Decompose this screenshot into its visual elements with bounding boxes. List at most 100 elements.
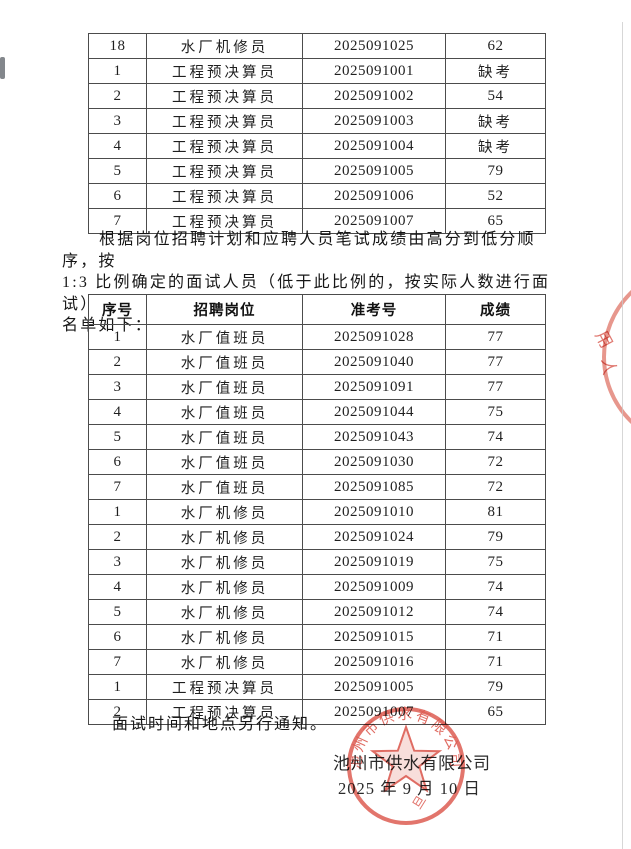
cell-seq: 3 bbox=[88, 374, 147, 400]
cell-ticket-number: 2025091024 bbox=[302, 524, 446, 550]
cell-seq: 2 bbox=[88, 699, 147, 725]
cell-seq: 7 bbox=[88, 208, 147, 234]
table-row: 3 工程预决算员 2025091003 缺考 bbox=[88, 108, 546, 134]
table-row: 5 工程预决算员 2025091005 79 bbox=[88, 158, 546, 184]
cell-score: 52 bbox=[445, 183, 546, 209]
footer-note: 面试时间和地点另行通知。 bbox=[112, 716, 329, 733]
cell-score: 74 bbox=[445, 599, 546, 625]
cell-score: 72 bbox=[445, 449, 546, 475]
table-row: 5 水厂值班员 2025091043 74 bbox=[88, 424, 546, 450]
cell-seq: 4 bbox=[88, 399, 147, 425]
intro-line-1: 根据岗位招聘计划和应聘人员笔试成绩由高分到低分顺序，按 bbox=[62, 231, 536, 270]
table-row: 7 工程预决算员 2025091007 65 bbox=[88, 208, 546, 234]
cell-position: 水厂机修员 bbox=[146, 649, 303, 675]
cell-score: 54 bbox=[445, 83, 546, 109]
cell-ticket-number: 2025091006 bbox=[302, 183, 446, 209]
table-header-row: 序号 招聘岗位 准考号 成绩 bbox=[88, 294, 546, 325]
cell-seq: 5 bbox=[88, 424, 147, 450]
cell-seq: 7 bbox=[88, 474, 147, 500]
table-row: 1 工程预决算员 2025091005 79 bbox=[88, 674, 546, 700]
cell-ticket-number: 2025091016 bbox=[302, 649, 446, 675]
table-row: 7 水厂值班员 2025091085 72 bbox=[88, 474, 546, 500]
cell-position: 工程预决算员 bbox=[146, 699, 303, 725]
cell-score: 72 bbox=[445, 474, 546, 500]
cell-ticket-number: 2025091002 bbox=[302, 83, 446, 109]
cell-ticket-number: 2025091019 bbox=[302, 549, 446, 575]
cell-position: 水厂机修员 bbox=[146, 599, 303, 625]
cell-seq: 5 bbox=[88, 599, 147, 625]
table-row: 6 水厂值班员 2025091030 72 bbox=[88, 449, 546, 475]
cell-score: 77 bbox=[445, 349, 546, 375]
table-row: 3 水厂机修员 2025091019 75 bbox=[88, 549, 546, 575]
table-row: 2 水厂机修员 2025091024 79 bbox=[88, 524, 546, 550]
table-row: 1 工程预决算员 2025091001 缺考 bbox=[88, 58, 546, 84]
table-row: 2 水厂值班员 2025091040 77 bbox=[88, 349, 546, 375]
cell-position: 水厂值班员 bbox=[146, 474, 303, 500]
cell-seq: 4 bbox=[88, 133, 147, 159]
cell-ticket-number: 2025091010 bbox=[302, 499, 446, 525]
cell-score: 缺考 bbox=[445, 108, 546, 134]
cell-score: 79 bbox=[445, 524, 546, 550]
scan-smudge-artifact bbox=[0, 57, 5, 79]
cell-position: 水厂值班员 bbox=[146, 374, 303, 400]
cell-seq: 6 bbox=[88, 624, 147, 650]
cell-seq: 18 bbox=[88, 33, 147, 59]
seal-star-icon bbox=[369, 723, 443, 793]
cell-ticket-number: 2025091003 bbox=[302, 108, 446, 134]
cell-ticket-number: 2025091004 bbox=[302, 133, 446, 159]
interview-candidates-table: 序号 招聘岗位 准考号 成绩 1 水厂值班员 2025091028 77 2 水厂值班员 2… bbox=[88, 294, 546, 725]
cell-seq: 2 bbox=[88, 349, 147, 375]
cell-score: 62 bbox=[445, 33, 546, 59]
cell-position: 水厂值班员 bbox=[146, 349, 303, 375]
cell-position: 水厂机修员 bbox=[146, 574, 303, 600]
cell-score: 81 bbox=[445, 499, 546, 525]
header-position: 招聘岗位 bbox=[146, 294, 303, 325]
cell-score: 74 bbox=[445, 574, 546, 600]
seal-ring bbox=[347, 707, 465, 825]
cell-seq: 1 bbox=[88, 499, 147, 525]
cell-ticket-number: 2025091040 bbox=[302, 349, 446, 375]
cell-position: 水厂值班员 bbox=[146, 449, 303, 475]
cell-ticket-number: 2025091030 bbox=[302, 449, 446, 475]
cell-ticket-number: 2025091091 bbox=[302, 374, 446, 400]
cell-score: 75 bbox=[445, 399, 546, 425]
cell-position: 工程预决算员 bbox=[146, 83, 303, 109]
signature-date: 2025 年 9 月 10 日 bbox=[338, 779, 481, 798]
cell-seq: 3 bbox=[88, 549, 147, 575]
cell-position: 工程预决算员 bbox=[146, 674, 303, 700]
cell-score: 79 bbox=[445, 158, 546, 184]
table-row: 7 水厂机修员 2025091016 71 bbox=[88, 649, 546, 675]
cell-position: 水厂值班员 bbox=[146, 424, 303, 450]
written-scores-table-continued: 18 水厂机修员 2025091025 62 1 工程预决算员 2025091001 缺考 2 工… bbox=[88, 33, 546, 234]
table-row: 5 水厂机修员 2025091012 74 bbox=[88, 599, 546, 625]
cell-seq: 4 bbox=[88, 574, 147, 600]
cell-ticket-number: 2025091028 bbox=[302, 324, 446, 350]
cell-seq: 6 bbox=[88, 449, 147, 475]
company-seal-stamp: 池州市供水有限公司 旦 bbox=[347, 706, 465, 825]
cell-ticket-number: 2025091005 bbox=[302, 158, 446, 184]
cell-ticket-number: 2025091005 bbox=[302, 674, 446, 700]
cell-score: 65 bbox=[445, 699, 546, 725]
cell-score: 77 bbox=[445, 374, 546, 400]
cell-position: 水厂值班员 bbox=[146, 399, 303, 425]
cell-score: 77 bbox=[445, 324, 546, 350]
cell-position: 工程预决算员 bbox=[146, 183, 303, 209]
cell-position: 水厂机修员 bbox=[146, 549, 303, 575]
cell-position: 工程预决算员 bbox=[146, 158, 303, 184]
cell-score: 71 bbox=[445, 649, 546, 675]
header-ticket-number: 准考号 bbox=[302, 294, 446, 325]
table-row: 1 水厂机修员 2025091010 81 bbox=[88, 499, 546, 525]
cell-ticket-number: 2025091015 bbox=[302, 624, 446, 650]
table-row: 18 水厂机修员 2025091025 62 bbox=[88, 33, 546, 59]
table-row: 3 水厂值班员 2025091091 77 bbox=[88, 374, 546, 400]
cell-seq: 1 bbox=[88, 674, 147, 700]
cell-seq: 1 bbox=[88, 324, 147, 350]
intro-line-2: 1:3 比例确定的面试人员（低于此比例的，按实际人数进行面试） bbox=[62, 274, 551, 313]
table-row: 4 工程预决算员 2025091004 缺考 bbox=[88, 133, 546, 159]
cell-position: 水厂值班员 bbox=[146, 324, 303, 350]
cell-seq: 7 bbox=[88, 649, 147, 675]
header-seq: 序号 bbox=[88, 294, 147, 325]
cell-position: 水厂机修员 bbox=[146, 499, 303, 525]
cell-seq: 5 bbox=[88, 158, 147, 184]
cell-position: 水厂机修员 bbox=[146, 33, 303, 59]
